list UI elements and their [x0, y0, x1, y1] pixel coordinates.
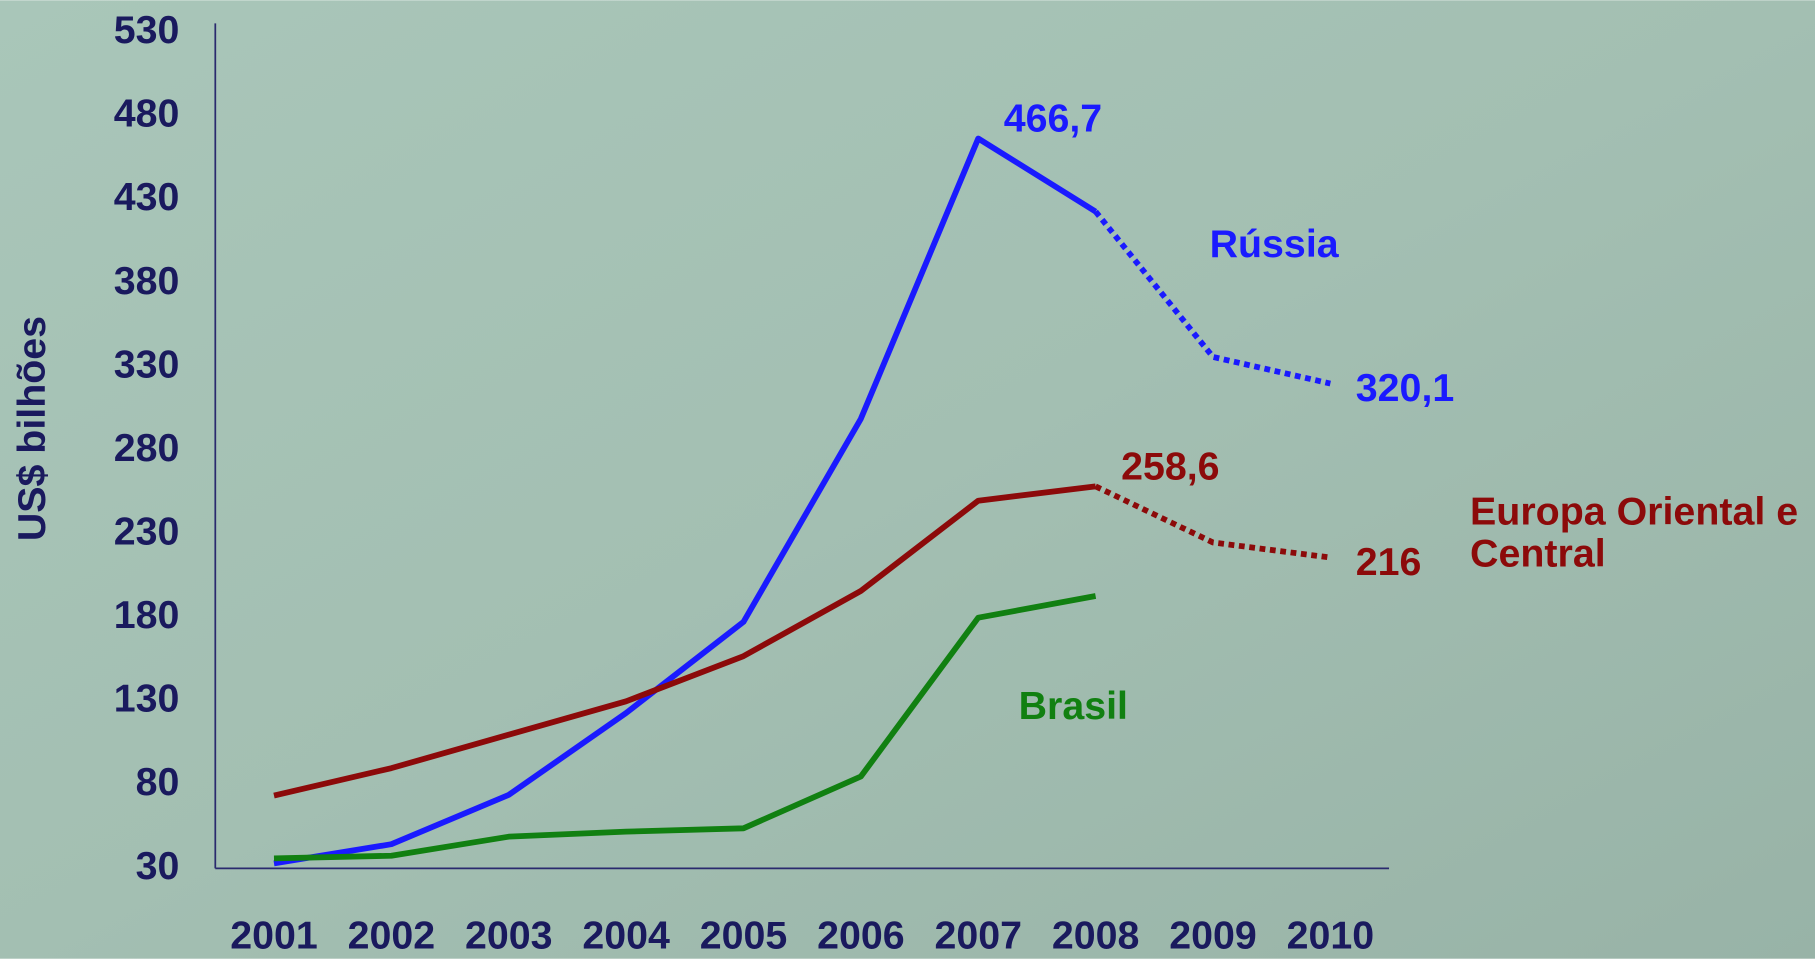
x-tick-label: 2004 — [582, 913, 670, 957]
y-tick-label: 330 — [114, 342, 180, 386]
series-label: Rússia — [1210, 222, 1340, 266]
series-line — [273, 135, 1098, 867]
data-label: 258,6 — [1121, 444, 1219, 488]
y-axis-title: US$ bilhões — [10, 316, 54, 541]
y-tick-label: 130 — [114, 677, 180, 721]
x-tick-label: 2007 — [934, 913, 1022, 957]
x-tick-label: 2009 — [1169, 913, 1257, 957]
y-tick-label: 30 — [136, 844, 180, 888]
y-tick-label: 230 — [114, 510, 180, 554]
x-tick-label: 2010 — [1287, 913, 1375, 957]
series-label: Brasil — [1019, 684, 1128, 728]
x-tick-label: 2005 — [700, 913, 788, 957]
y-tick-label: 280 — [114, 426, 180, 470]
y-tick-label: 380 — [114, 259, 180, 303]
x-tick-label: 2002 — [348, 913, 436, 957]
x-tick-label: 2008 — [1052, 913, 1140, 957]
series-line — [273, 483, 1096, 799]
series-label: Europa Oriental e Central — [1470, 492, 1799, 576]
y-tick-label: 480 — [114, 92, 180, 136]
series-line — [273, 593, 1097, 862]
y-tick-label: 430 — [114, 175, 180, 219]
series-line-projection — [1094, 483, 1331, 561]
y-tick-label: 180 — [114, 593, 180, 637]
data-label: 466,7 — [1004, 97, 1102, 141]
y-tick-label: 530 — [114, 8, 180, 52]
x-tick-label: 2001 — [230, 913, 318, 957]
x-tick-label: 2006 — [817, 913, 905, 957]
x-tick-label: 2003 — [465, 913, 553, 957]
data-label: 320,1 — [1356, 366, 1454, 410]
series-label-box: Europa Oriental e Central — [1470, 492, 1799, 576]
y-tick-label: 80 — [136, 760, 180, 804]
data-label: 216 — [1356, 540, 1422, 584]
